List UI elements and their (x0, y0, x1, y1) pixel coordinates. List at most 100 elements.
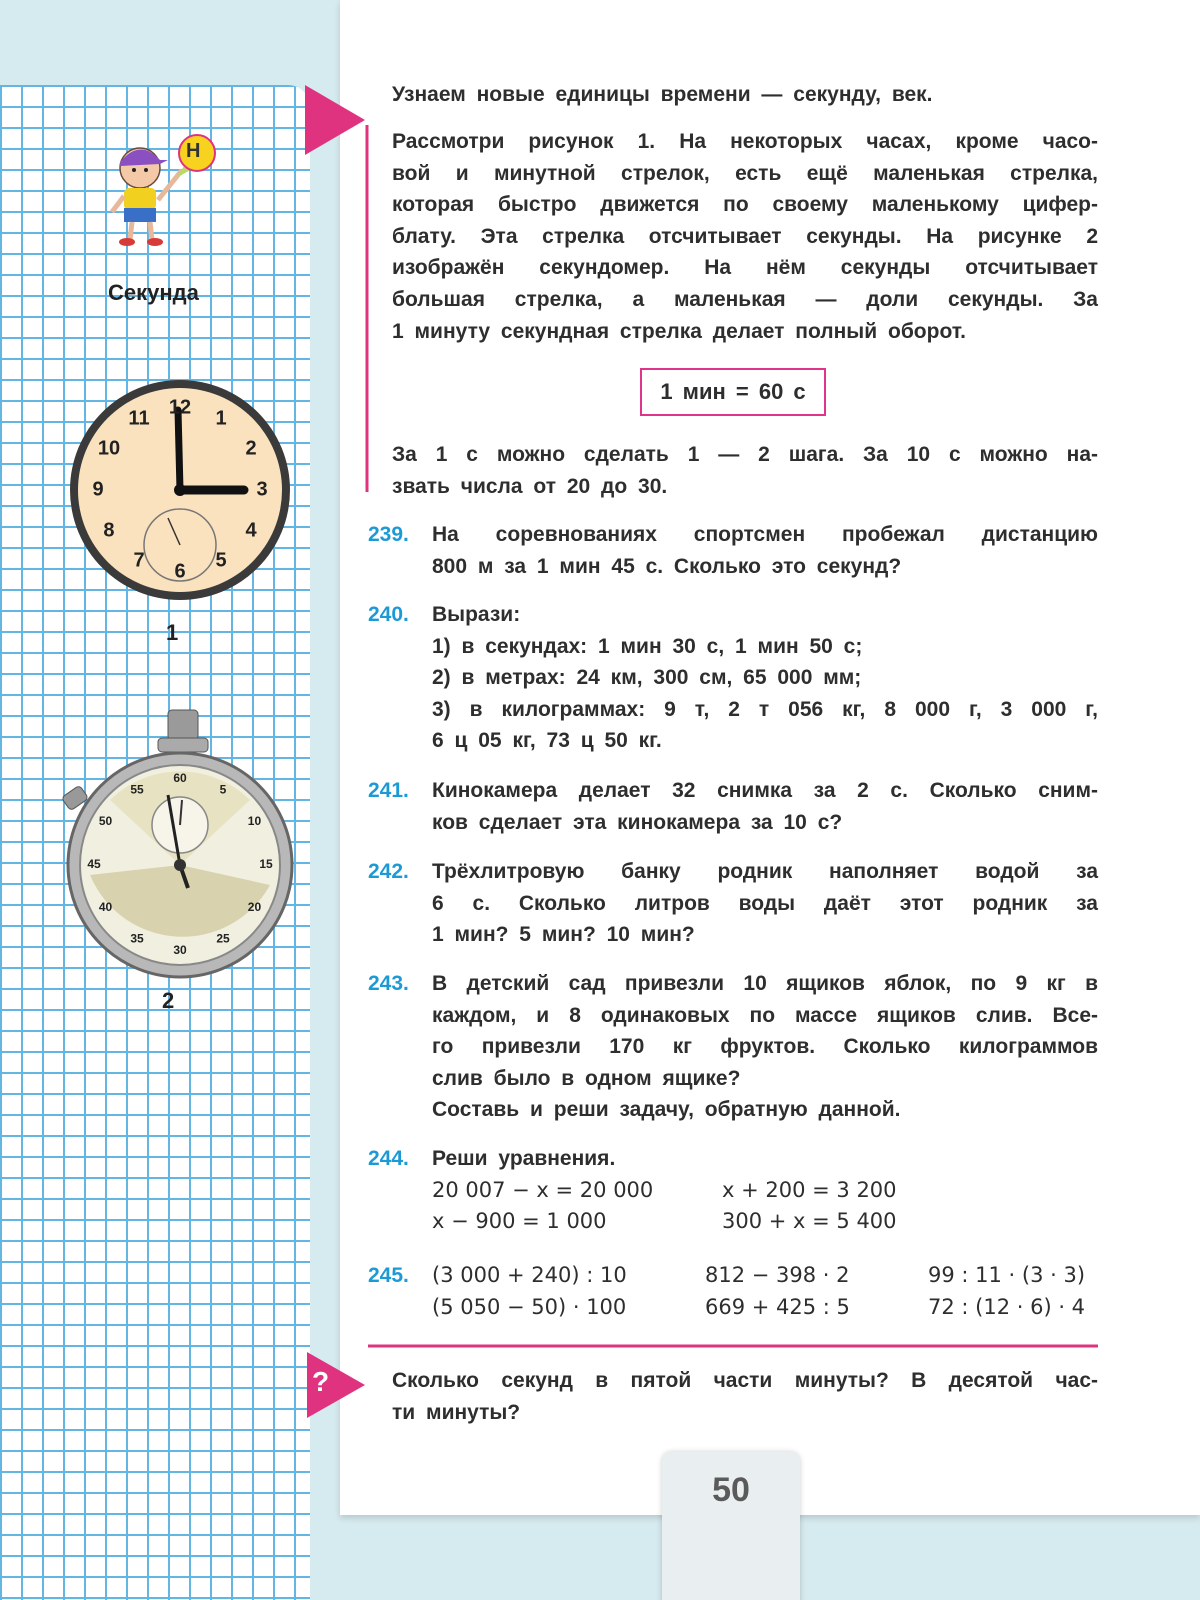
section-arrow (305, 85, 365, 155)
stopwatch-numeral: 40 (99, 900, 113, 914)
text-line: В детский сад привезли 10 ящиков яблок, … (432, 972, 1098, 995)
clock-numeral: 8 (103, 519, 114, 541)
intro-paragraph: За 1 с можно сделать 1 — 2 шага. За 10 с… (392, 439, 1098, 502)
stopwatch-numeral: 10 (248, 814, 262, 828)
clock-numeral: 1 (215, 407, 226, 429)
text-line: 800 м за 1 мин 45 с. Сколько это секунд? (432, 554, 902, 578)
intro-heading: Узнаем новые единицы времени — секунду, … (392, 83, 933, 106)
stopwatch-numeral: 50 (99, 814, 113, 828)
clock-numeral: 11 (128, 407, 149, 429)
text-line: ков сделает эта кинокамера за 10 с? (432, 810, 843, 834)
stopwatch-numeral: 15 (259, 857, 273, 871)
text-line: 1 минуту секундная стрелка делает полный… (392, 319, 967, 343)
clock-numeral: 7 (133, 549, 144, 571)
expression-column: 20 007 − x = 20 000 x − 900 = 1 000 (432, 1175, 653, 1238)
text-line: слив было в одном ящике? (432, 1066, 741, 1090)
exercise-body: Кинокамера делает 32 снимка за 2 с. Скол… (432, 775, 1098, 838)
clock-numeral: 3 (256, 478, 267, 500)
text-line: каждом, и 8 одинаковых по массе ящиков с… (432, 1003, 1098, 1027)
text-line: изображён секундомер. На нём секунды отс… (392, 256, 1098, 280)
exercise-number: 239. (368, 523, 409, 546)
sidebar-term: Секунда (108, 280, 199, 305)
clock-numeral: 5 (215, 549, 226, 571)
text-line: Вырази: (432, 603, 521, 626)
expression-column: x + 200 = 3 200 300 + x = 5 400 (722, 1175, 897, 1238)
text-line: За 1 с можно сделать 1 — 2 шага. За 10 с… (392, 443, 1098, 466)
exercise-body: Реши уравнения. 20 007 − x = 20 000 x − 90… (432, 1143, 1098, 1238)
clock-numeral: 4 (245, 519, 257, 541)
expression: (3 000 + 240) : 10 (432, 1263, 627, 1287)
text-line: Трёхлитровую банку родник наполняет водо… (432, 860, 1098, 883)
question-text: Сколько секунд в пятой части минуты? В д… (392, 1365, 1098, 1428)
page-sheet (340, 0, 1200, 1515)
text-line: вой и минутной стрелок, есть ещё маленьк… (392, 161, 1098, 185)
intro-paragraph: Рассмотри рисунок 1. На некоторых часах,… (392, 126, 1098, 347)
stopwatch-numeral: 30 (173, 943, 187, 957)
exercise-number: 243. (368, 972, 409, 995)
text-line: 2) в метрах: 24 км, 300 см, 65 000 мм; (432, 666, 862, 690)
text-line: Реши уравнения. (432, 1147, 616, 1170)
stopwatch-numeral: 5 (220, 783, 227, 797)
text-line: Кинокамера делает 32 снимка за 2 с. Скол… (432, 779, 1098, 802)
expression-column: 99 : 11 · (3 · 3) 72 : (12 · 6) · 4 (928, 1260, 1085, 1323)
character (110, 134, 216, 246)
expression: x − 900 = 1 000 (432, 1209, 607, 1234)
expression: x + 200 = 3 200 (722, 1177, 897, 1202)
exercise-number: 245. (368, 1264, 409, 1287)
text-line: 6 с. Сколько литров воды даёт этот родни… (432, 891, 1098, 915)
expression-column: (3 000 + 240) : 10 (5 050 − 50) · 100 (432, 1260, 627, 1323)
exercise-number: 240. (368, 603, 409, 626)
stopwatch-numeral: 55 (130, 783, 144, 797)
exercise-number: 242. (368, 860, 409, 883)
expression-grid: (3 000 + 240) : 10 (5 050 − 50) · 100 812 … (432, 1260, 1098, 1323)
badge-letter: Н (186, 140, 201, 162)
exercise-number: 241. (368, 779, 409, 802)
page-number: 50 (662, 1452, 800, 1600)
clock-numeral: 6 (174, 560, 185, 582)
text-line: большая стрелка, а маленькая — доли секу… (392, 287, 1098, 311)
text-line: Рассмотри рисунок 1. На некоторых часах,… (392, 130, 1098, 153)
expression-grid: 20 007 − x = 20 000 x − 900 = 1 000 x + 20… (432, 1175, 1098, 1238)
figure-label: 2 (162, 988, 175, 1013)
expression: 20 007 − x = 20 000 (432, 1177, 654, 1202)
formula-box: 1 мин = 60 с (640, 368, 826, 416)
question-marker (307, 1352, 365, 1418)
text-line: 1) в секундах: 1 мин 30 с, 1 мин 50 с; (432, 634, 863, 658)
expression: 300 + x = 5 400 (722, 1209, 897, 1234)
text-line: Составь и реши задачу, обратную данной. (432, 1098, 901, 1122)
stopwatch (62, 709, 294, 979)
stopwatch-numeral: 45 (87, 857, 101, 871)
exercise-number: 244. (368, 1147, 409, 1170)
exercise-body: Трёхлитровую банку родник наполняет водо… (432, 856, 1098, 951)
text-line: которая быстро движется по своему малень… (392, 193, 1098, 217)
stopwatch-numeral: 60 (173, 771, 187, 785)
clock-numeral: 12 (169, 396, 191, 418)
exercise-body: На соревнованиях спортсмен пробежал дист… (432, 519, 1098, 582)
text-line: На соревнованиях спортсмен пробежал дист… (432, 523, 1098, 546)
stopwatch-numeral: 25 (216, 932, 230, 946)
stopwatch-numeral: 35 (130, 932, 144, 946)
text-line: звать числа от 20 до 30. (392, 474, 668, 498)
clock (70, 380, 290, 600)
exercise-body: Вырази: 1) в секундах: 1 мин 30 с, 1 мин … (432, 599, 1098, 757)
text-line: 1 мин? 5 мин? 10 мин? (432, 923, 695, 947)
clock-numeral: 10 (98, 437, 120, 459)
text-line: Сколько секунд в пятой части минуты? В д… (392, 1369, 1098, 1392)
stopwatch-numeral: 20 (248, 900, 262, 914)
clock-numeral: 9 (92, 478, 103, 500)
question-icon: ? (312, 1366, 330, 1397)
expression: 72 : (12 · 6) · 4 (928, 1294, 1086, 1319)
clock-numeral: 2 (245, 437, 256, 459)
figure-label: 1 (166, 620, 179, 645)
expression: (5 050 − 50) · 100 (432, 1294, 627, 1319)
exercise-body: (3 000 + 240) : 10 (5 050 − 50) · 100 812 … (432, 1260, 1098, 1323)
text-line: блату. Эта стрелка отсчитывает секунды. … (392, 224, 1098, 248)
exercise-body: В детский сад привезли 10 ящиков яблок, … (432, 968, 1098, 1126)
expression: 669 + 425 : 5 (705, 1294, 850, 1319)
expression-column: 812 − 398 · 2 669 + 425 : 5 (705, 1260, 850, 1323)
text-line: 3) в килограммах: 9 т, 2 т 056 кг, 8 000… (432, 697, 1098, 721)
text-line: го привезли 170 кг фруктов. Сколько кило… (432, 1035, 1098, 1059)
expression: 99 : 11 · (3 · 3) (928, 1263, 1086, 1287)
